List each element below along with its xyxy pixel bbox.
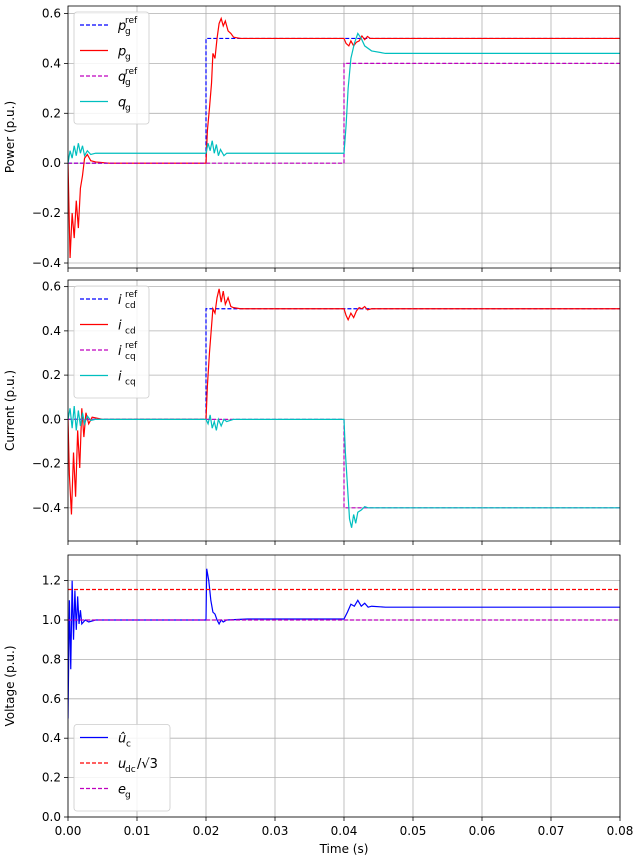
legend-label-main: p: [117, 19, 126, 34]
y-tick-label: −0.4: [32, 501, 61, 515]
series-group: [68, 288, 620, 528]
y-tick-label: 0.2: [42, 771, 61, 785]
y-tick-label: 1.0: [42, 613, 61, 627]
legend-label-main: q: [118, 70, 126, 85]
x-tick-label: 0.05: [400, 824, 427, 838]
y-tick-label: 1.2: [42, 574, 61, 588]
y-tick-label: 0.2: [42, 106, 61, 120]
legend-label-sub: c: [126, 740, 131, 750]
legend-label-sub: cq: [125, 378, 136, 388]
series-group: [68, 16, 620, 259]
series-line: [68, 62, 620, 164]
x-tick-label: 0.07: [538, 824, 565, 838]
legend-label-sub: g: [125, 104, 131, 114]
legend-label: ûc: [118, 732, 131, 750]
y-tick-label: 0.6: [42, 6, 61, 20]
y-tick-label: 0.0: [42, 412, 61, 426]
y-axis-label: Voltage (p.u.): [3, 645, 17, 726]
legend-label: udc/√3: [118, 757, 158, 775]
series-line: [68, 406, 620, 528]
y-axis-label: Power (p.u.): [3, 101, 17, 173]
legend-label-main: i: [118, 344, 122, 359]
legend-label-main: i: [118, 319, 122, 334]
legend-label-main: i: [118, 370, 122, 385]
legend-label-main: q: [118, 96, 126, 111]
legend-label-main: i: [118, 293, 122, 308]
legend-label-sub: dc: [125, 765, 136, 775]
x-tick-label: 0.03: [262, 824, 289, 838]
legend-label-main: û: [118, 732, 126, 747]
y-tick-label: 0.6: [42, 692, 61, 706]
x-tick-label: 0.01: [124, 824, 151, 838]
x-tick-label: 0.04: [331, 824, 358, 838]
y-tick-label: 0.0: [42, 810, 61, 824]
y-tick-label: 0.8: [42, 652, 61, 666]
x-tick-label: 0.08: [607, 824, 634, 838]
legend-label-sub: g: [125, 791, 131, 801]
y-tick-label: 0.2: [42, 368, 61, 382]
series-line: [68, 568, 620, 719]
legend-box: [73, 285, 150, 399]
y-axis-label: Current (p.u.): [3, 370, 17, 451]
legend-label-sup: ref: [125, 341, 138, 351]
legend-label-sub: g: [125, 78, 131, 88]
y-tick-label: 0.0: [42, 156, 61, 170]
legend-label: eg: [118, 783, 131, 801]
legend-label-tail: /√3: [137, 757, 158, 772]
y-tick-label: −0.4: [32, 256, 61, 270]
y-tick-label: 0.4: [42, 324, 61, 338]
legend-label-sub: cq: [125, 352, 136, 362]
legend-label: i cd: [118, 319, 136, 337]
y-tick-label: 0.4: [42, 56, 61, 70]
legend-label-sub: g: [125, 53, 131, 63]
y-tick-label: −0.2: [32, 206, 61, 220]
legend-label: i cq: [118, 370, 136, 388]
legend-box: [73, 724, 171, 812]
panel-3: 0.0 0.2 0.4 0.6 0.8 1.0 1.2 0.00 0.01 0.02 0.03 0.0…: [3, 554, 634, 856]
y-tick-label: 0.4: [42, 731, 61, 745]
legend-label: i cqref: [118, 341, 138, 362]
legend-label-sup: ref: [125, 67, 138, 77]
legend-label: pgref: [117, 16, 138, 37]
legend-label-sub: cd: [125, 301, 136, 311]
legend-label-sup: ref: [125, 16, 138, 26]
legend-box: [73, 11, 150, 125]
legend-label: qg: [118, 96, 131, 114]
x-tick-label: 0.06: [469, 824, 496, 838]
legend-label: pg: [117, 45, 131, 63]
legend-label-main: e: [118, 783, 126, 798]
legend-label-sub: cd: [125, 327, 136, 337]
x-axis-label: Time (s): [319, 842, 369, 856]
series-group: [68, 568, 620, 719]
x-tick-label: 0.00: [55, 824, 82, 838]
series-line: [68, 288, 620, 515]
legend-label-main: u: [118, 757, 126, 772]
legend-label-main: p: [117, 45, 126, 60]
legend-label-sup: ref: [125, 290, 138, 300]
y-tick-label: 0.6: [42, 280, 61, 294]
x-tick-label: 0.02: [193, 824, 220, 838]
series-line: [68, 32, 620, 164]
legend-label-sub: g: [125, 27, 131, 37]
legend-label: i cdref: [118, 290, 138, 311]
y-tick-label: −0.2: [32, 457, 61, 471]
series-line: [68, 16, 620, 259]
legend-label: qgref: [118, 67, 138, 88]
